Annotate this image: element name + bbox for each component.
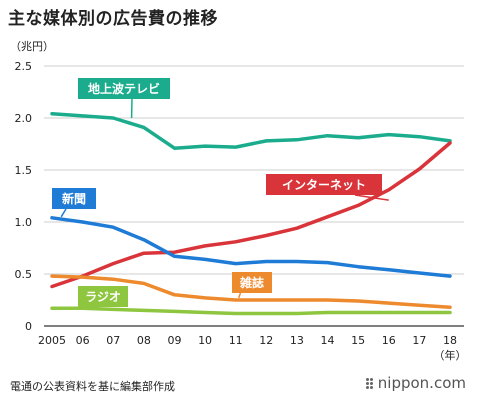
series-line-2 — [50, 216, 452, 278]
series-label-box-3 — [232, 272, 272, 293]
y-tick-label: 1.5 — [15, 164, 33, 177]
x-tick-label: 12 — [259, 334, 273, 347]
series-label-box-4 — [78, 286, 128, 307]
y-tick-label: 0 — [25, 320, 32, 333]
series-label-4: ラジオ — [85, 290, 121, 304]
series-label-2: 新聞 — [62, 191, 86, 206]
line-chart: 0 0.5 1.0 1.5 2.0 2.5 2005 06 07 08 09 10 11 12 13 14 1… — [15, 60, 467, 362]
x-tick-label: 2005 — [38, 334, 66, 347]
y-tick-label: 0.5 — [15, 268, 33, 281]
x-tick-label: 16 — [382, 334, 396, 347]
grid-lines — [44, 65, 464, 327]
series-lines — [50, 112, 452, 316]
x-tick-label: 10 — [198, 334, 212, 347]
x-tick-label: 09 — [167, 334, 181, 347]
series-label-0: 地上波テレビ — [88, 81, 160, 96]
x-tick-label: 08 — [137, 334, 151, 347]
series-label-1: インターネット — [282, 178, 366, 192]
y-tick-label: 1.0 — [15, 216, 33, 229]
series-label-3: 雑誌 — [239, 275, 264, 290]
x-axis-unit: （年） — [434, 348, 467, 362]
source-note: 電通の公表資料を基に編集部作成 — [10, 380, 175, 393]
x-tick-label: 11 — [229, 334, 243, 347]
x-tick-label: 13 — [290, 334, 304, 347]
series-label-box-1 — [266, 174, 382, 195]
x-tick-label: 07 — [106, 334, 120, 347]
x-tick-label: 17 — [412, 334, 426, 347]
series-line-0 — [50, 112, 452, 150]
series-label-box-2 — [52, 188, 96, 209]
y-tick-label: 2.0 — [15, 112, 33, 125]
x-tick-label: 06 — [76, 334, 90, 347]
chart-title: 主な媒体別の広告費の推移 — [8, 9, 218, 29]
logo-dots-icon — [365, 377, 375, 389]
x-tick-label: 14 — [321, 334, 335, 347]
series-line-4 — [50, 306, 452, 316]
y-axis-unit: （兆円） — [10, 40, 54, 53]
y-tick-labels: 0 0.5 1.0 1.5 2.0 2.5 — [15, 60, 33, 333]
x-tick-label: 15 — [351, 334, 365, 347]
x-tick-labels: 2005 06 07 08 09 10 11 12 13 14 15 16 17 18（年） — [38, 334, 467, 362]
brand-logo: nippon.com — [365, 374, 466, 392]
series-line-3 — [50, 274, 452, 310]
brand-name: nippon.com — [377, 374, 466, 392]
series-label-box-0 — [78, 78, 170, 99]
x-tick-label: 18 — [443, 334, 457, 347]
y-tick-label: 2.5 — [15, 60, 33, 73]
label-leader-2 — [60, 208, 67, 218]
series-line-1 — [50, 141, 452, 289]
label-leader-1 — [354, 194, 389, 201]
